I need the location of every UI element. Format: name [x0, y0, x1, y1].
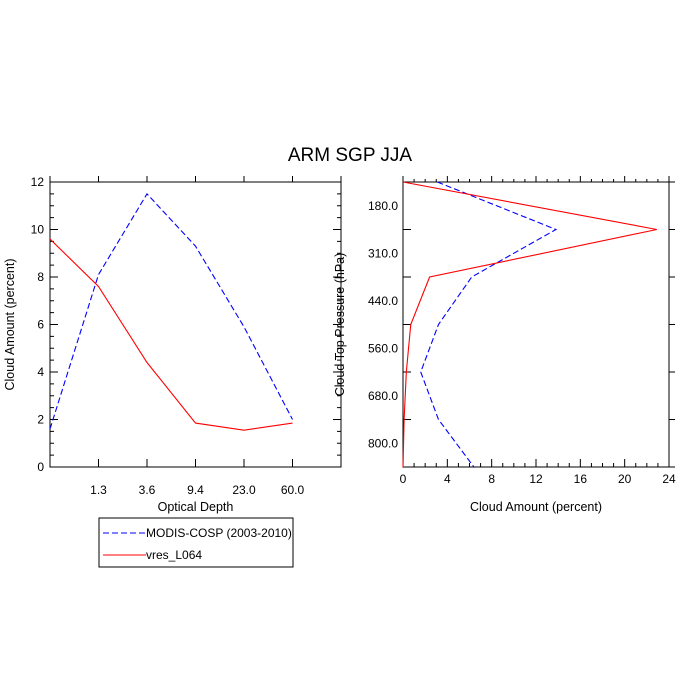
left-x-tick-label: 1.3 — [90, 483, 107, 497]
right-x-axis-label: Cloud Amount (percent) — [470, 500, 602, 514]
left-y-tick-label: 12 — [31, 175, 45, 189]
left-y-tick-label: 2 — [37, 413, 44, 427]
left-series-line-vres — [49, 238, 293, 431]
right-x-tick-label: 20 — [618, 472, 632, 486]
right-panel: 0 4 8 12 16 20 24 180.0 310.0 440.0 560.0 680.0 800.… — [333, 176, 676, 514]
right-x-tick-label: 12 — [529, 472, 543, 486]
legend-label-vres: vres_L064 — [146, 548, 202, 562]
right-series-line-modis — [420, 181, 558, 468]
right-x-tick-label: 8 — [488, 472, 495, 486]
left-plot-frame — [49, 181, 342, 468]
legend-box — [98, 517, 294, 568]
left-y-tick-label: 4 — [37, 365, 44, 379]
left-panel: 0 2 4 6 8 10 12 1.3 3.6 9.4 23.0 60.0 Optical Depth C… — [3, 175, 342, 514]
right-y-tick-label: 310.0 — [368, 246, 398, 260]
left-x-axis-label: Optical Depth — [158, 500, 234, 514]
left-y-tick-label: 8 — [37, 270, 44, 284]
left-x-tick-label: 23.0 — [232, 483, 256, 497]
left-x-tick-label: 3.6 — [139, 483, 156, 497]
right-y-tick-label: 680.0 — [368, 389, 398, 403]
legend: MODIS-COSP (2003-2010) vres_L064 — [98, 517, 294, 568]
right-x-tick-label: 24 — [662, 472, 676, 486]
left-y-tick-label: 6 — [37, 318, 44, 332]
left-y-axis-label: Cloud Amount (percent) — [3, 258, 17, 390]
right-y-tick-label: 180.0 — [368, 199, 398, 213]
right-y-tick-label: 440.0 — [368, 294, 398, 308]
right-x-tick-label: 0 — [400, 472, 407, 486]
left-x-tick-label: 60.0 — [281, 483, 305, 497]
left-x-tick-label: 9.4 — [187, 483, 204, 497]
figure-title: ARM SGP JJA — [288, 145, 413, 166]
left-series-line-modis — [49, 192, 293, 430]
right-series-line-vres — [402, 181, 657, 468]
right-y-axis-label: Cloud Top Pressure (hPa) — [333, 253, 347, 397]
right-y-tick-label: 800.0 — [368, 436, 398, 450]
left-y-tick-label: 0 — [37, 460, 44, 474]
legend-label-modis: MODIS-COSP (2003-2010) — [146, 526, 292, 540]
right-x-tick-label: 4 — [444, 472, 451, 486]
right-y-tick-label: 560.0 — [368, 341, 398, 355]
right-x-tick-label: 16 — [574, 472, 588, 486]
left-y-tick-label: 10 — [31, 223, 45, 237]
